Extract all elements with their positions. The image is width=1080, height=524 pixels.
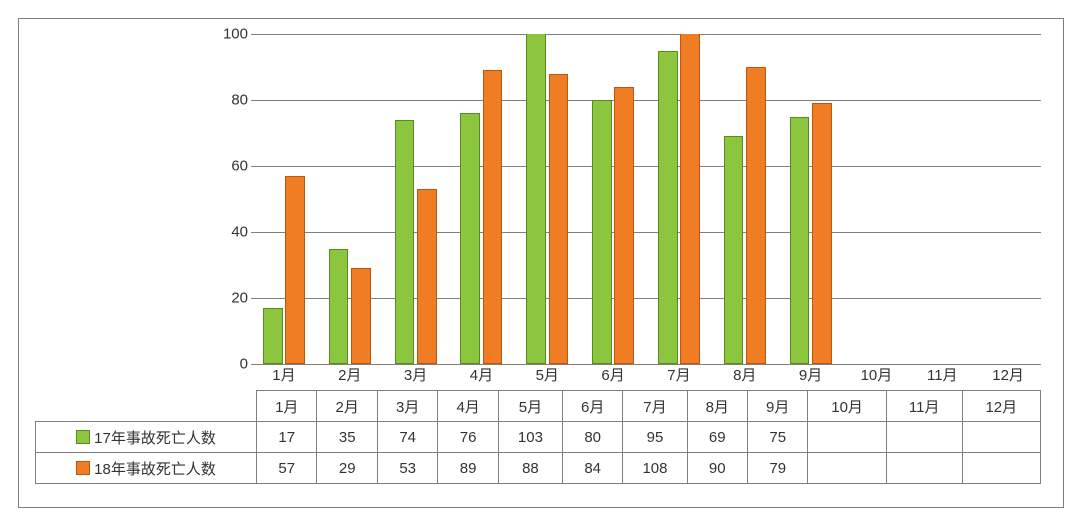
table-header-cell: 6月	[562, 391, 622, 422]
bar	[526, 34, 546, 364]
y-tick-label: 20	[208, 290, 248, 307]
bar	[592, 100, 612, 364]
bar	[746, 67, 766, 364]
table-cell: 89	[438, 453, 498, 484]
table-cell: 69	[687, 422, 747, 453]
x-tick-label: 2月	[338, 364, 361, 385]
table-row-header: 1月2月3月4月5月6月7月8月9月10月11月12月	[36, 391, 1041, 422]
x-tick-label: 4月	[470, 364, 493, 385]
y-tick-label: 60	[208, 158, 248, 175]
table-cell	[886, 453, 962, 484]
table-cell: 74	[377, 422, 437, 453]
table-cell	[962, 422, 1040, 453]
table-header-cell: 5月	[498, 391, 562, 422]
table-header-cell: 4月	[438, 391, 498, 422]
gridline	[251, 100, 1041, 101]
table-cell	[808, 453, 886, 484]
y-tick-label: 100	[208, 26, 248, 43]
table-cell: 80	[562, 422, 622, 453]
table-cell: 17	[257, 422, 317, 453]
table-cell: 108	[623, 453, 687, 484]
legend-swatch	[76, 461, 90, 475]
table-row: 18年事故死亡人数 5729538988841089079	[36, 453, 1041, 484]
table-cell: 95	[623, 422, 687, 453]
table-cell: 88	[498, 453, 562, 484]
table-cell: 57	[257, 453, 317, 484]
data-table: 1月2月3月4月5月6月7月8月9月10月11月12月 17年事故死亡人数 1735…	[35, 390, 1041, 484]
table-row: 17年事故死亡人数 1735747610380956975	[36, 422, 1041, 453]
table-cell: 76	[438, 422, 498, 453]
table-header-cell: 12月	[962, 391, 1040, 422]
x-tick-label: 3月	[404, 364, 427, 385]
bar	[790, 117, 810, 365]
x-axis-ticks: 1月 2月 3月 4月 5月 6月 7月 8月 9月 10月 11月 12月	[251, 364, 1041, 388]
bar	[263, 308, 283, 364]
bar	[724, 136, 744, 364]
bar	[549, 74, 569, 364]
table-header-cell: 8月	[687, 391, 747, 422]
y-tick-label: 80	[208, 92, 248, 109]
table-cell: 29	[317, 453, 377, 484]
bar	[812, 103, 832, 364]
table-cell: 103	[498, 422, 562, 453]
x-tick-label: 1月	[272, 364, 295, 385]
table-header-cell: 11月	[886, 391, 962, 422]
table-cell: 53	[377, 453, 437, 484]
bar	[417, 189, 437, 364]
gridline	[251, 34, 1041, 35]
x-tick-label: 9月	[799, 364, 822, 385]
series-label: 17年事故死亡人数	[94, 430, 216, 447]
plot-area	[251, 34, 1041, 365]
table-cell: 35	[317, 422, 377, 453]
bar	[285, 176, 305, 364]
table-cell	[808, 422, 886, 453]
table-header-cell: 9月	[747, 391, 807, 422]
bar	[460, 113, 480, 364]
table-header-cell: 2月	[317, 391, 377, 422]
x-tick-label: 6月	[601, 364, 624, 385]
x-tick-label: 5月	[536, 364, 559, 385]
table-cell	[886, 422, 962, 453]
series-label-cell: 18年事故死亡人数	[36, 453, 257, 484]
table-cell: 79	[747, 453, 807, 484]
x-tick-label: 8月	[733, 364, 756, 385]
x-tick-label: 10月	[861, 364, 893, 385]
table-header-cell: 7月	[623, 391, 687, 422]
table-header-cell: 1月	[257, 391, 317, 422]
table-cell	[962, 453, 1040, 484]
bar	[329, 249, 349, 365]
gridline	[251, 232, 1041, 233]
chart-frame: 020406080100 1月2月3月4月5月6月7月8月9月10月11月12月…	[18, 18, 1064, 508]
legend-swatch	[76, 430, 90, 444]
y-tick-label: 0	[208, 356, 248, 373]
y-tick-label: 40	[208, 224, 248, 241]
table-corner-cell	[36, 391, 257, 422]
x-tick-label: 12月	[992, 364, 1024, 385]
table-cell: 75	[747, 422, 807, 453]
series-label: 18年事故死亡人数	[94, 461, 216, 478]
x-tick-label: 7月	[667, 364, 690, 385]
bar	[395, 120, 415, 364]
table-cell: 90	[687, 453, 747, 484]
bar	[351, 268, 371, 364]
bar	[680, 34, 700, 364]
bar	[658, 51, 678, 365]
bar	[614, 87, 634, 364]
table-header-cell: 10月	[808, 391, 886, 422]
table-header-cell: 3月	[377, 391, 437, 422]
gridline	[251, 166, 1041, 167]
bar	[483, 70, 503, 364]
series-label-cell: 17年事故死亡人数	[36, 422, 257, 453]
table-cell: 84	[562, 453, 622, 484]
x-tick-label: 11月	[927, 364, 958, 385]
